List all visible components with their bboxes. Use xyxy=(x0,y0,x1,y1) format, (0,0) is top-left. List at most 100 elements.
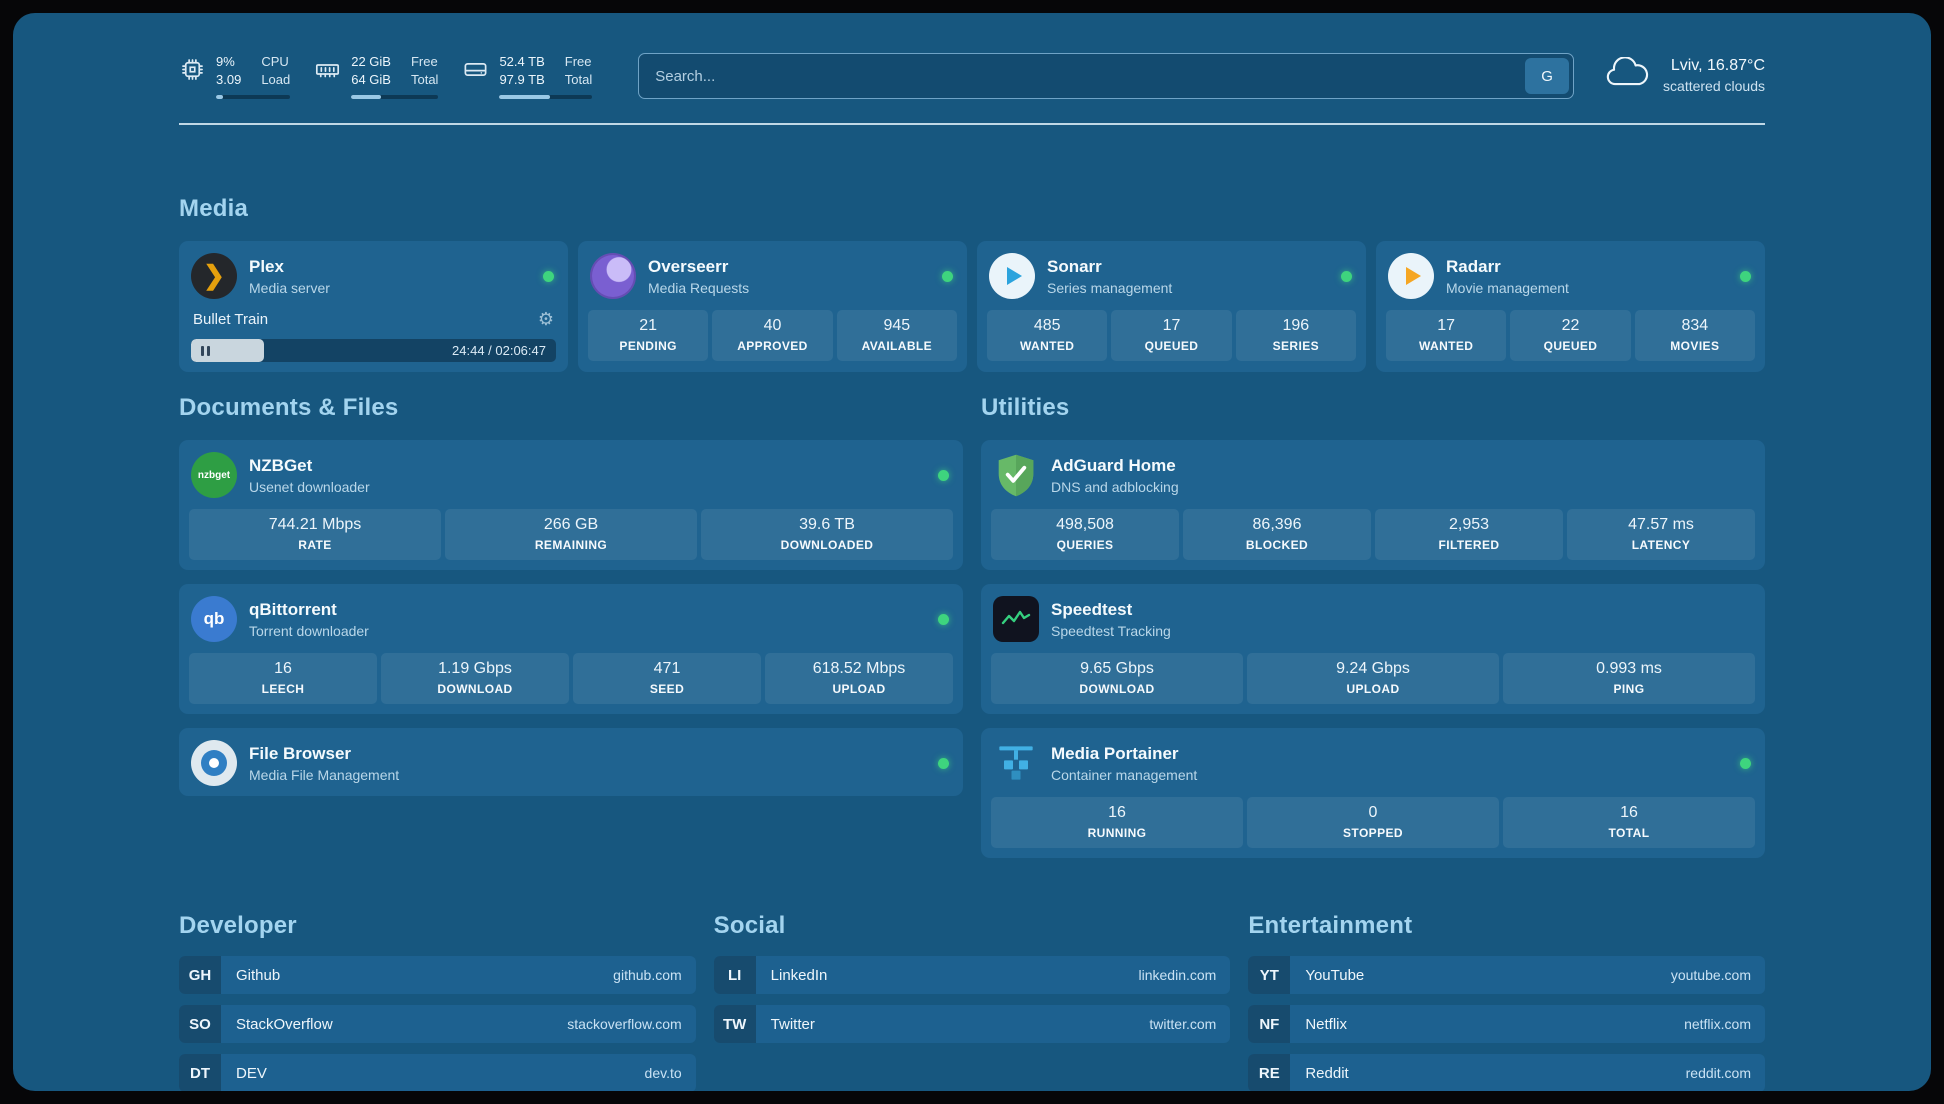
stat-tile: 16 LEECH xyxy=(189,653,377,704)
pause-icon[interactable] xyxy=(201,345,210,356)
search-provider-button[interactable]: G xyxy=(1525,58,1570,94)
disk-total-label: Total xyxy=(564,72,593,87)
playback-time: 24:44 / 02:06:47 xyxy=(452,343,546,358)
app-card-portainer[interactable]: Media Portainer Container management 16 R… xyxy=(981,728,1765,858)
ram-free-label: Free xyxy=(410,54,438,70)
link-url: netflix.com xyxy=(1684,1016,1751,1032)
link-abbr: RE xyxy=(1248,1054,1291,1091)
status-dot xyxy=(543,270,554,282)
app-subtitle: Container management xyxy=(1051,766,1198,783)
stat-tile: 744.21 Mbps RATE xyxy=(189,509,441,560)
status-dot xyxy=(1740,757,1751,769)
disk-progress-bar xyxy=(499,94,593,99)
search-input[interactable] xyxy=(638,53,1575,99)
disk-total-value: 97.9 TB xyxy=(499,72,545,87)
app-card-sonarr[interactable]: Sonarr Series management 485 WANTED 17 QUE… xyxy=(977,241,1366,372)
link-youtube[interactable]: YT YouTube youtube.com xyxy=(1248,956,1765,994)
plex-icon: ❯ xyxy=(191,253,237,299)
stat-tile: 86,396 BLOCKED xyxy=(1183,509,1371,560)
radarr-icon xyxy=(1388,253,1434,299)
app-card-nzbget[interactable]: nzbget NZBGet Usenet downloader 744.21 M… xyxy=(179,440,963,570)
memory-widget[interactable]: 22 GiB 64 GiB Free Total xyxy=(314,53,439,99)
filebrowser-icon xyxy=(191,740,237,786)
section-title-utilities: Utilities xyxy=(981,394,1070,421)
app-subtitle: Series management xyxy=(1047,279,1173,296)
app-card-speedtest[interactable]: Speedtest Speedtest Tracking 9.65 Gbps DO… xyxy=(981,584,1765,714)
status-dot xyxy=(1740,270,1751,282)
cpu-progress-bar xyxy=(216,94,291,99)
system-stats: 9% 3.09 CPU Load xyxy=(179,53,616,99)
cpu-usage-value: 9% xyxy=(216,54,235,70)
stat-tile: 39.6 TB DOWNLOADED xyxy=(701,509,953,560)
stat-tile: 945 AVAILABLE xyxy=(836,310,957,361)
stat-tile: 17 WANTED xyxy=(1386,310,1507,361)
now-playing-title: Bullet Train xyxy=(193,310,269,328)
status-dot xyxy=(942,270,953,282)
link-url: twitter.com xyxy=(1149,1016,1217,1032)
stat-tile: 47.57 ms LATENCY xyxy=(1567,509,1755,560)
app-card-adguard[interactable]: AdGuard Home DNS and adblocking 498,508 Q… xyxy=(981,440,1765,570)
link-linkedin[interactable]: LI LinkedIn linkedin.com xyxy=(713,956,1231,994)
link-label: DEV xyxy=(236,1064,267,1082)
app-name: AdGuard Home xyxy=(1051,455,1176,475)
app-subtitle: Media Requests xyxy=(648,279,750,296)
link-github[interactable]: GH Github github.com xyxy=(179,956,696,994)
link-abbr: GH xyxy=(179,956,221,994)
cpu-label: CPU xyxy=(261,54,289,70)
playback-progress-bar[interactable]: 24:44 / 02:06:47 xyxy=(191,339,556,362)
app-name: Plex xyxy=(249,256,284,276)
app-card-filebrowser[interactable]: File Browser Media File Management xyxy=(179,728,963,796)
app-name: NZBGet xyxy=(249,455,313,475)
link-url: linkedin.com xyxy=(1138,967,1217,983)
link-dev-to[interactable]: DT DEV dev.to xyxy=(179,1054,696,1091)
app-card-plex[interactable]: ❯ Plex Media server Bullet Train ⚙ xyxy=(179,241,568,372)
storage-widget[interactable]: 52.4 TB 97.9 TB Free Total xyxy=(462,53,593,99)
app-card-overseerr[interactable]: Overseerr Media Requests 21 PENDING 40 APP… xyxy=(578,241,967,372)
dashboard-panel: 9% 3.09 CPU Load xyxy=(13,13,1931,1091)
stat-tile: 0.993 ms PING xyxy=(1503,653,1755,704)
app-subtitle: Speedtest Tracking xyxy=(1051,622,1171,639)
section-title-entertainment: Entertainment xyxy=(1248,912,1413,939)
stat-tile: 471 SEED xyxy=(573,653,761,704)
link-abbr: SO xyxy=(179,1005,221,1043)
weather-widget[interactable]: Lviv, 16.87°C scattered clouds xyxy=(1604,55,1765,97)
header-divider xyxy=(179,123,1765,125)
section-title-documents: Documents & Files xyxy=(179,394,399,421)
link-netflix[interactable]: NF Netflix netflix.com xyxy=(1248,1005,1765,1043)
cloud-icon xyxy=(1604,56,1650,95)
ram-free-value: 22 GiB xyxy=(351,54,391,70)
link-label: Reddit xyxy=(1305,1064,1349,1082)
status-dot xyxy=(938,469,949,481)
two-column-section: Documents & Files nzbget NZBGet Usenet d… xyxy=(179,394,1765,858)
stat-tile: 266 GB REMAINING xyxy=(445,509,697,560)
link-stackoverflow[interactable]: SO StackOverflow stackoverflow.com xyxy=(179,1005,696,1043)
media-section: Media ❯ Plex Media server Bullet Train xyxy=(179,195,1765,372)
gear-icon[interactable]: ⚙ xyxy=(537,309,554,329)
link-label: LinkedIn xyxy=(770,966,828,984)
section-title-developer: Developer xyxy=(179,912,297,939)
status-dot xyxy=(938,757,949,769)
link-label: Twitter xyxy=(770,1015,815,1033)
app-card-qbittorrent[interactable]: qb qBittorrent Torrent downloader 16 LEEC… xyxy=(179,584,963,714)
stat-tile: 9.65 Gbps DOWNLOAD xyxy=(991,653,1243,704)
link-abbr: LI xyxy=(713,956,756,994)
app-subtitle: Usenet downloader xyxy=(249,478,370,495)
link-abbr: YT xyxy=(1248,956,1291,994)
link-reddit[interactable]: RE Reddit reddit.com xyxy=(1248,1054,1765,1091)
stat-tile: 40 APPROVED xyxy=(712,310,833,361)
app-name: Speedtest xyxy=(1051,599,1133,619)
app-name: Media Portainer xyxy=(1051,743,1179,763)
qbittorrent-icon: qb xyxy=(191,596,237,642)
stat-tile: 0 STOPPED xyxy=(1247,797,1499,848)
link-twitter[interactable]: TW Twitter twitter.com xyxy=(713,1005,1231,1043)
app-name: Sonarr xyxy=(1047,256,1102,276)
section-title-media: Media xyxy=(179,195,249,222)
stat-tile: 16 TOTAL xyxy=(1503,797,1755,848)
cpu-widget[interactable]: 9% 3.09 CPU Load xyxy=(179,53,291,99)
app-card-radarr[interactable]: Radarr Movie management 17 WANTED 22 QUEUE… xyxy=(1376,241,1765,372)
disk-icon xyxy=(462,56,489,83)
links-group-developer: Developer GH Github github.com SO StackO… xyxy=(179,912,696,1091)
weather-condition: scattered clouds xyxy=(1663,78,1765,95)
disk-free-value: 52.4 TB xyxy=(499,54,545,70)
playback-progress-fill xyxy=(191,339,264,362)
